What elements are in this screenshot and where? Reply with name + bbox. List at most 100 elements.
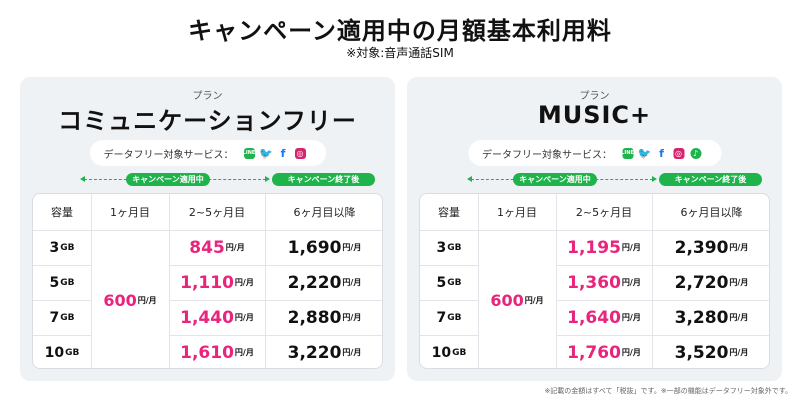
plan-card: プラン MUSIC+ データフリー対象サービス： LINE 🐦 f ◎ ♪ キャンペーン適用中 キ… (407, 77, 782, 381)
capacity-unit: GB (65, 347, 80, 358)
price-unit: 円/月 (234, 348, 254, 357)
instagram-icon: ◎ (673, 147, 684, 159)
after-price-value: 2,390 (674, 237, 729, 258)
twitter-icon: 🐦 (259, 146, 273, 160)
first-month-price: 600 円/月 (478, 230, 556, 368)
header-month1: 1ヶ月目 (110, 206, 150, 219)
after-campaign-price: 2,720 円/月 (652, 265, 769, 300)
row-divider (420, 265, 478, 266)
price-unit: 円/月 (137, 295, 157, 305)
capacity-value: 5 (436, 274, 447, 291)
campaign-price: 1,760 円/月 (556, 335, 652, 368)
header-month6plus: 6ヶ月目以降 (293, 206, 356, 219)
capacity-unit: GB (447, 312, 462, 323)
capacity-cell: 7 GB (33, 300, 91, 335)
price-unit: 円/月 (342, 313, 362, 322)
price-unit: 円/月 (729, 313, 749, 322)
after-campaign-price: 3,280 円/月 (652, 300, 769, 335)
campaign-price: 1,640 円/月 (556, 300, 652, 335)
price-unit: 円/月 (729, 348, 749, 357)
row-divider (420, 335, 478, 336)
header-month6plus: 6ヶ月目以降 (680, 206, 743, 219)
capacity-cell: 10 GB (33, 335, 91, 368)
campaign-after-tag: キャンペーン終了後 (272, 173, 375, 186)
header-months2_5: 2~5ヶ月目 (575, 206, 633, 219)
capacity-cell: 5 GB (420, 265, 478, 300)
header-month1: 1ヶ月目 (497, 206, 537, 219)
campaign-price: 1,195 円/月 (556, 230, 652, 265)
row-divider (556, 335, 769, 336)
price-unit: 円/月 (729, 243, 749, 252)
row-divider (169, 335, 382, 336)
table-divider (420, 230, 769, 231)
first-month-value: 600 (103, 290, 137, 310)
capacity-cell: 3 GB (33, 230, 91, 265)
page-title: キャンペーン適用中の月額基本利用料 (188, 17, 612, 45)
price-unit: 円/月 (621, 278, 641, 287)
row-divider (556, 265, 769, 266)
campaign-price-value: 1,640 (567, 307, 621, 328)
campaign-price: 845 円/月 (169, 230, 265, 265)
plan-card: プラン コミュニケーションフリー データフリー対象サービス： LINE 🐦 f ◎ キャンペー… (20, 77, 395, 381)
capacity-unit: GB (60, 277, 75, 288)
column-divider (556, 194, 557, 368)
line-music-icon: ♪ (690, 147, 701, 159)
campaign-price-value: 1,360 (567, 272, 621, 293)
price-unit: 円/月 (729, 278, 749, 287)
facebook-icon: f (280, 146, 286, 160)
line-icon: LINE (243, 147, 255, 159)
line-icon: LINE (621, 147, 634, 159)
column-divider (169, 194, 170, 368)
first-month-price: 600 円/月 (91, 230, 169, 368)
row-divider (169, 265, 382, 266)
capacity-value: 10 (44, 344, 65, 361)
facebook-icon: f (659, 146, 664, 160)
arrow-left-icon (80, 176, 85, 182)
capacity-value: 10 (431, 344, 452, 361)
column-divider (265, 194, 266, 368)
after-price-value: 2,220 (287, 272, 342, 293)
header-capacity: 容量 (438, 206, 460, 219)
price-unit: 円/月 (342, 278, 362, 287)
first-month-value: 600 (490, 290, 524, 310)
campaign-price-value: 1,440 (180, 307, 234, 328)
capacity-unit: GB (60, 312, 75, 323)
price-unit: 円/月 (524, 295, 544, 305)
after-price-value: 3,520 (674, 342, 729, 363)
after-price-value: 3,280 (674, 307, 729, 328)
capacity-unit: GB (60, 242, 75, 253)
data-free-label: データフリー対象サービス： (482, 149, 612, 161)
after-campaign-price: 2,880 円/月 (265, 300, 382, 335)
price-unit: 円/月 (621, 243, 641, 252)
campaign-price-value: 1,760 (567, 342, 621, 363)
column-divider (478, 194, 479, 368)
data-free-services: データフリー対象サービス： LINE 🐦 f ◎ (89, 140, 326, 166)
after-campaign-price: 3,520 円/月 (652, 335, 769, 368)
header-months2_5: 2~5ヶ月目 (188, 206, 246, 219)
price-unit: 円/月 (621, 313, 641, 322)
price-table: 容量 1ヶ月目 2~5ヶ月目 6ヶ月目以降 600 円/月 3 GB 845 円/月 1,690 円/… (32, 193, 383, 369)
campaign-price: 1,440 円/月 (169, 300, 265, 335)
campaign-price: 1,360 円/月 (556, 265, 652, 300)
row-divider (33, 335, 91, 336)
campaign-active-tag: キャンペーン適用中 (513, 173, 597, 186)
capacity-cell: 10 GB (420, 335, 478, 368)
column-divider (91, 194, 92, 368)
campaign-price-value: 1,195 (567, 237, 621, 258)
after-price-value: 2,720 (674, 272, 729, 293)
price-unit: 円/月 (342, 348, 362, 357)
plan-label: プラン (192, 91, 223, 102)
after-price-value: 1,690 (287, 237, 342, 258)
campaign-active-tag: キャンペーン適用中 (126, 173, 210, 186)
plan-name: コミュニケーションフリー (58, 107, 357, 135)
instagram-icon: ◎ (294, 147, 306, 159)
table-divider (33, 230, 382, 231)
capacity-unit: GB (452, 347, 467, 358)
price-unit: 円/月 (234, 278, 254, 287)
price-table: 容量 1ヶ月目 2~5ヶ月目 6ヶ月目以降 600 円/月 3 GB 1,195 円/月 2,390… (419, 193, 770, 369)
campaign-price-value: 1,610 (180, 342, 234, 363)
plan-label: プラン (579, 91, 610, 102)
price-unit: 円/月 (225, 243, 245, 252)
arrow-right-icon (265, 176, 270, 182)
row-divider (420, 300, 478, 301)
